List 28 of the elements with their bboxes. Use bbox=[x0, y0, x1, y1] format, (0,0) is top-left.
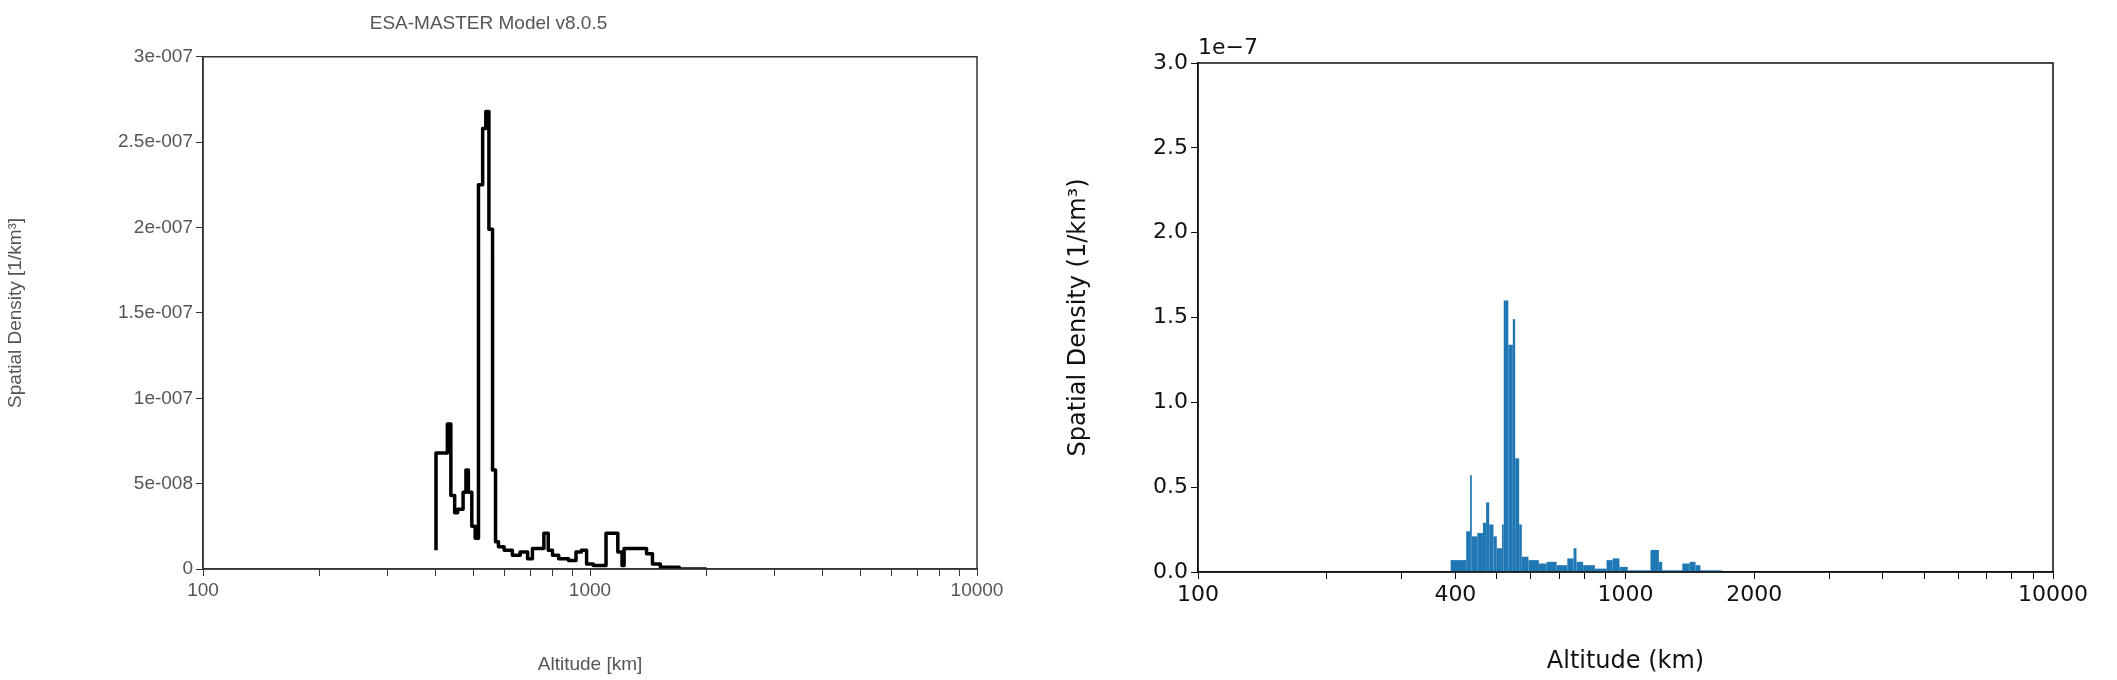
x-axis-title: Altitude (km) bbox=[1546, 645, 1705, 674]
x-tick-label: 10000 bbox=[2018, 580, 2088, 606]
x-tick-label: 1000 bbox=[568, 578, 612, 600]
y-tick-label: 1.0 bbox=[1153, 388, 1188, 414]
x-axis-title: Altitude [km] bbox=[537, 652, 643, 674]
y-tick-label: 2.0 bbox=[1153, 218, 1188, 244]
y-axis-title: Spatial Density (1/km³) bbox=[1062, 178, 1091, 457]
y-tick-label: 2e-007 bbox=[133, 215, 193, 237]
x-tick-label: 2000 bbox=[1726, 580, 1783, 606]
x-tick-label: 10000 bbox=[950, 578, 1004, 600]
x-tick-label: 1000 bbox=[1597, 580, 1654, 606]
y-tick-label: 0.0 bbox=[1153, 557, 1188, 583]
y-axis-title: Spatial Density [1/km³] bbox=[3, 217, 25, 408]
x-tick-label: 100 bbox=[1177, 580, 1219, 606]
y-tick-label: 3e-007 bbox=[133, 45, 193, 67]
chart-title: ESA-MASTER Model v8.0.5 bbox=[369, 11, 608, 33]
x-tick-label: 400 bbox=[1434, 580, 1477, 606]
y-tick-label: 0 bbox=[182, 557, 193, 579]
y-tick-label: 1e-007 bbox=[133, 386, 193, 408]
x-tick-label: 100 bbox=[187, 578, 219, 600]
y-tick-label: 5e-008 bbox=[133, 471, 193, 493]
y-tick-label: 2.5e-007 bbox=[117, 130, 193, 152]
y-tick-label: 0.5 bbox=[1153, 472, 1188, 498]
text: 1e−7 bbox=[1198, 33, 1258, 59]
y-tick-label: 1.5e-007 bbox=[117, 301, 193, 323]
y-tick-label: 2.5 bbox=[1153, 133, 1188, 159]
y-tick-label: 1.5 bbox=[1153, 303, 1188, 329]
y-tick-label: 3.0 bbox=[1153, 48, 1188, 74]
